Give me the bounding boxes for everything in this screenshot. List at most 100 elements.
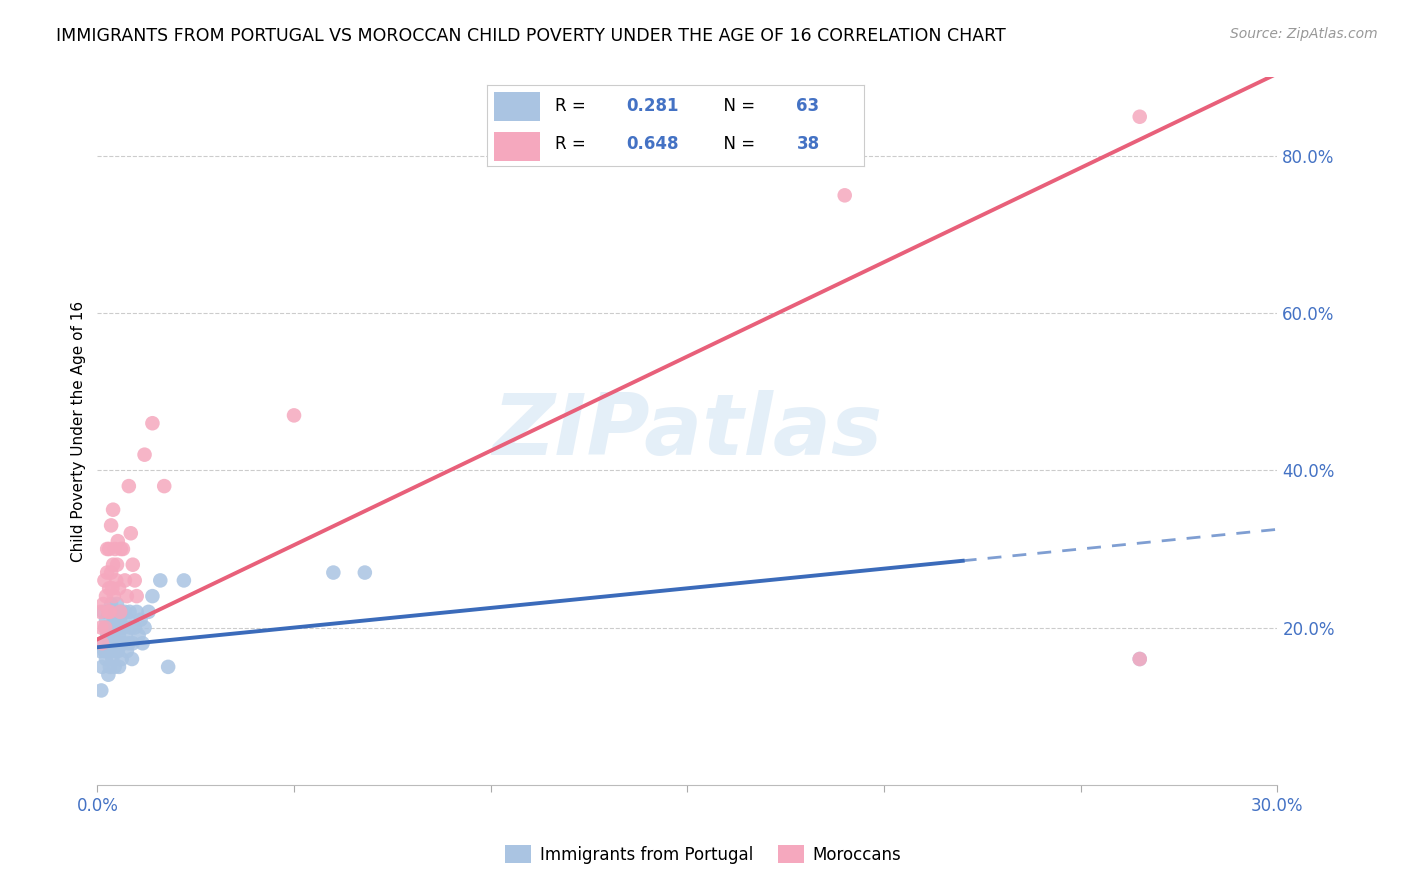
Point bbox=[120, 526, 142, 541]
Point bbox=[153, 479, 176, 493]
Point bbox=[131, 636, 153, 650]
Point bbox=[118, 636, 141, 650]
Point bbox=[1129, 652, 1152, 666]
Point bbox=[96, 644, 118, 658]
Point bbox=[125, 605, 148, 619]
Point bbox=[107, 644, 129, 658]
Point bbox=[105, 558, 128, 572]
Point bbox=[322, 566, 344, 580]
Point bbox=[105, 621, 128, 635]
Legend: Immigrants from Portugal, Moroccans: Immigrants from Portugal, Moroccans bbox=[498, 838, 908, 871]
Point bbox=[134, 448, 156, 462]
Point bbox=[121, 558, 143, 572]
Point bbox=[103, 613, 125, 627]
Point bbox=[110, 541, 132, 556]
Point bbox=[129, 613, 152, 627]
Point bbox=[100, 621, 122, 635]
Point bbox=[114, 605, 136, 619]
Point bbox=[100, 566, 122, 580]
Point bbox=[90, 683, 112, 698]
Point bbox=[104, 541, 127, 556]
Point bbox=[93, 644, 115, 658]
Point bbox=[125, 589, 148, 603]
Point bbox=[91, 597, 114, 611]
Point bbox=[98, 621, 121, 635]
Point bbox=[107, 534, 129, 549]
Point bbox=[90, 621, 112, 635]
Point bbox=[101, 628, 124, 642]
Point bbox=[118, 605, 141, 619]
Point bbox=[120, 621, 142, 635]
Point bbox=[101, 605, 124, 619]
Point bbox=[101, 582, 124, 596]
Point bbox=[105, 574, 128, 588]
Point bbox=[94, 621, 117, 635]
Point bbox=[110, 605, 132, 619]
Point bbox=[100, 597, 122, 611]
Point bbox=[89, 605, 111, 619]
Point bbox=[104, 636, 127, 650]
Point bbox=[134, 621, 156, 635]
Point bbox=[111, 621, 134, 635]
Point bbox=[121, 636, 143, 650]
Point bbox=[117, 613, 139, 627]
Point bbox=[157, 660, 180, 674]
Text: ZIPatlas: ZIPatlas bbox=[492, 390, 883, 473]
Point bbox=[100, 518, 122, 533]
Point bbox=[108, 605, 131, 619]
Point bbox=[100, 644, 122, 658]
Point bbox=[96, 541, 118, 556]
Point bbox=[98, 541, 121, 556]
Point bbox=[103, 589, 125, 603]
Point bbox=[118, 479, 141, 493]
Point bbox=[101, 652, 124, 666]
Point bbox=[108, 613, 131, 627]
Point bbox=[94, 613, 117, 627]
Point bbox=[1129, 652, 1152, 666]
Point bbox=[91, 636, 114, 650]
Point bbox=[115, 644, 138, 658]
Point bbox=[104, 660, 127, 674]
Point bbox=[173, 574, 195, 588]
Point bbox=[94, 652, 117, 666]
Text: Source: ZipAtlas.com: Source: ZipAtlas.com bbox=[1230, 27, 1378, 41]
Point bbox=[115, 589, 138, 603]
Point bbox=[104, 605, 127, 619]
Point bbox=[98, 605, 121, 619]
Point bbox=[98, 605, 121, 619]
Point bbox=[1129, 110, 1152, 124]
Text: IMMIGRANTS FROM PORTUGAL VS MOROCCAN CHILD POVERTY UNDER THE AGE OF 16 CORRELATI: IMMIGRANTS FROM PORTUGAL VS MOROCCAN CHI… bbox=[56, 27, 1005, 45]
Point bbox=[98, 628, 121, 642]
Point bbox=[114, 574, 136, 588]
Point bbox=[93, 574, 115, 588]
Y-axis label: Child Poverty Under the Age of 16: Child Poverty Under the Age of 16 bbox=[72, 301, 86, 562]
Point bbox=[105, 644, 128, 658]
Point bbox=[149, 574, 172, 588]
Point bbox=[97, 605, 120, 619]
Point bbox=[121, 652, 143, 666]
Point bbox=[94, 621, 117, 635]
Point bbox=[94, 589, 117, 603]
Point bbox=[141, 589, 163, 603]
Point bbox=[96, 628, 118, 642]
Point bbox=[97, 667, 120, 681]
Point bbox=[98, 636, 121, 650]
Point bbox=[112, 636, 135, 650]
Point bbox=[91, 636, 114, 650]
Point bbox=[91, 605, 114, 619]
Point bbox=[111, 652, 134, 666]
Point bbox=[834, 188, 856, 202]
Point bbox=[108, 660, 131, 674]
Point bbox=[138, 605, 160, 619]
Point bbox=[108, 582, 131, 596]
Point bbox=[98, 660, 121, 674]
Point bbox=[110, 636, 132, 650]
Point bbox=[283, 409, 305, 423]
Point bbox=[98, 582, 121, 596]
Point bbox=[101, 502, 124, 516]
Point bbox=[353, 566, 375, 580]
Point bbox=[105, 597, 128, 611]
Point bbox=[128, 628, 150, 642]
Point bbox=[141, 416, 163, 430]
Point bbox=[124, 621, 146, 635]
